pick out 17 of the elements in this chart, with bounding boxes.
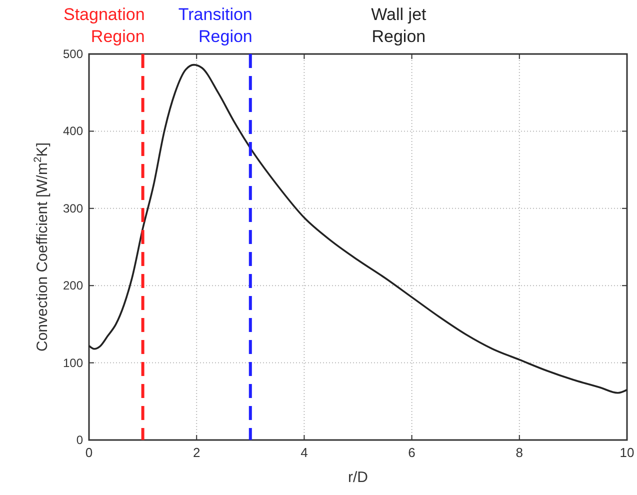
y-tick-label: 500 bbox=[62, 47, 84, 61]
x-tick-label: 0 bbox=[85, 445, 93, 460]
ref-line-label: Transition Region bbox=[178, 5, 252, 46]
line-series bbox=[88, 64, 628, 394]
x-tick-label: 8 bbox=[516, 445, 524, 460]
y-tick-label: 0 bbox=[76, 433, 84, 447]
y-tick-label: 400 bbox=[62, 124, 84, 138]
y-tick-label: 100 bbox=[62, 356, 84, 370]
x-axis-title: r/D bbox=[348, 469, 368, 486]
y-tick-label: 200 bbox=[62, 278, 84, 293]
x-tick-label: 2 bbox=[192, 445, 200, 460]
x-tick-label: 4 bbox=[300, 445, 308, 460]
text: Wall jet Region bbox=[371, 5, 427, 46]
ref-line-label: Stagnation Region bbox=[64, 5, 145, 46]
x-tick-label: 10 bbox=[620, 445, 634, 460]
x-tick-label: 6 bbox=[408, 445, 416, 460]
y-tick-label: 300 bbox=[62, 201, 84, 216]
